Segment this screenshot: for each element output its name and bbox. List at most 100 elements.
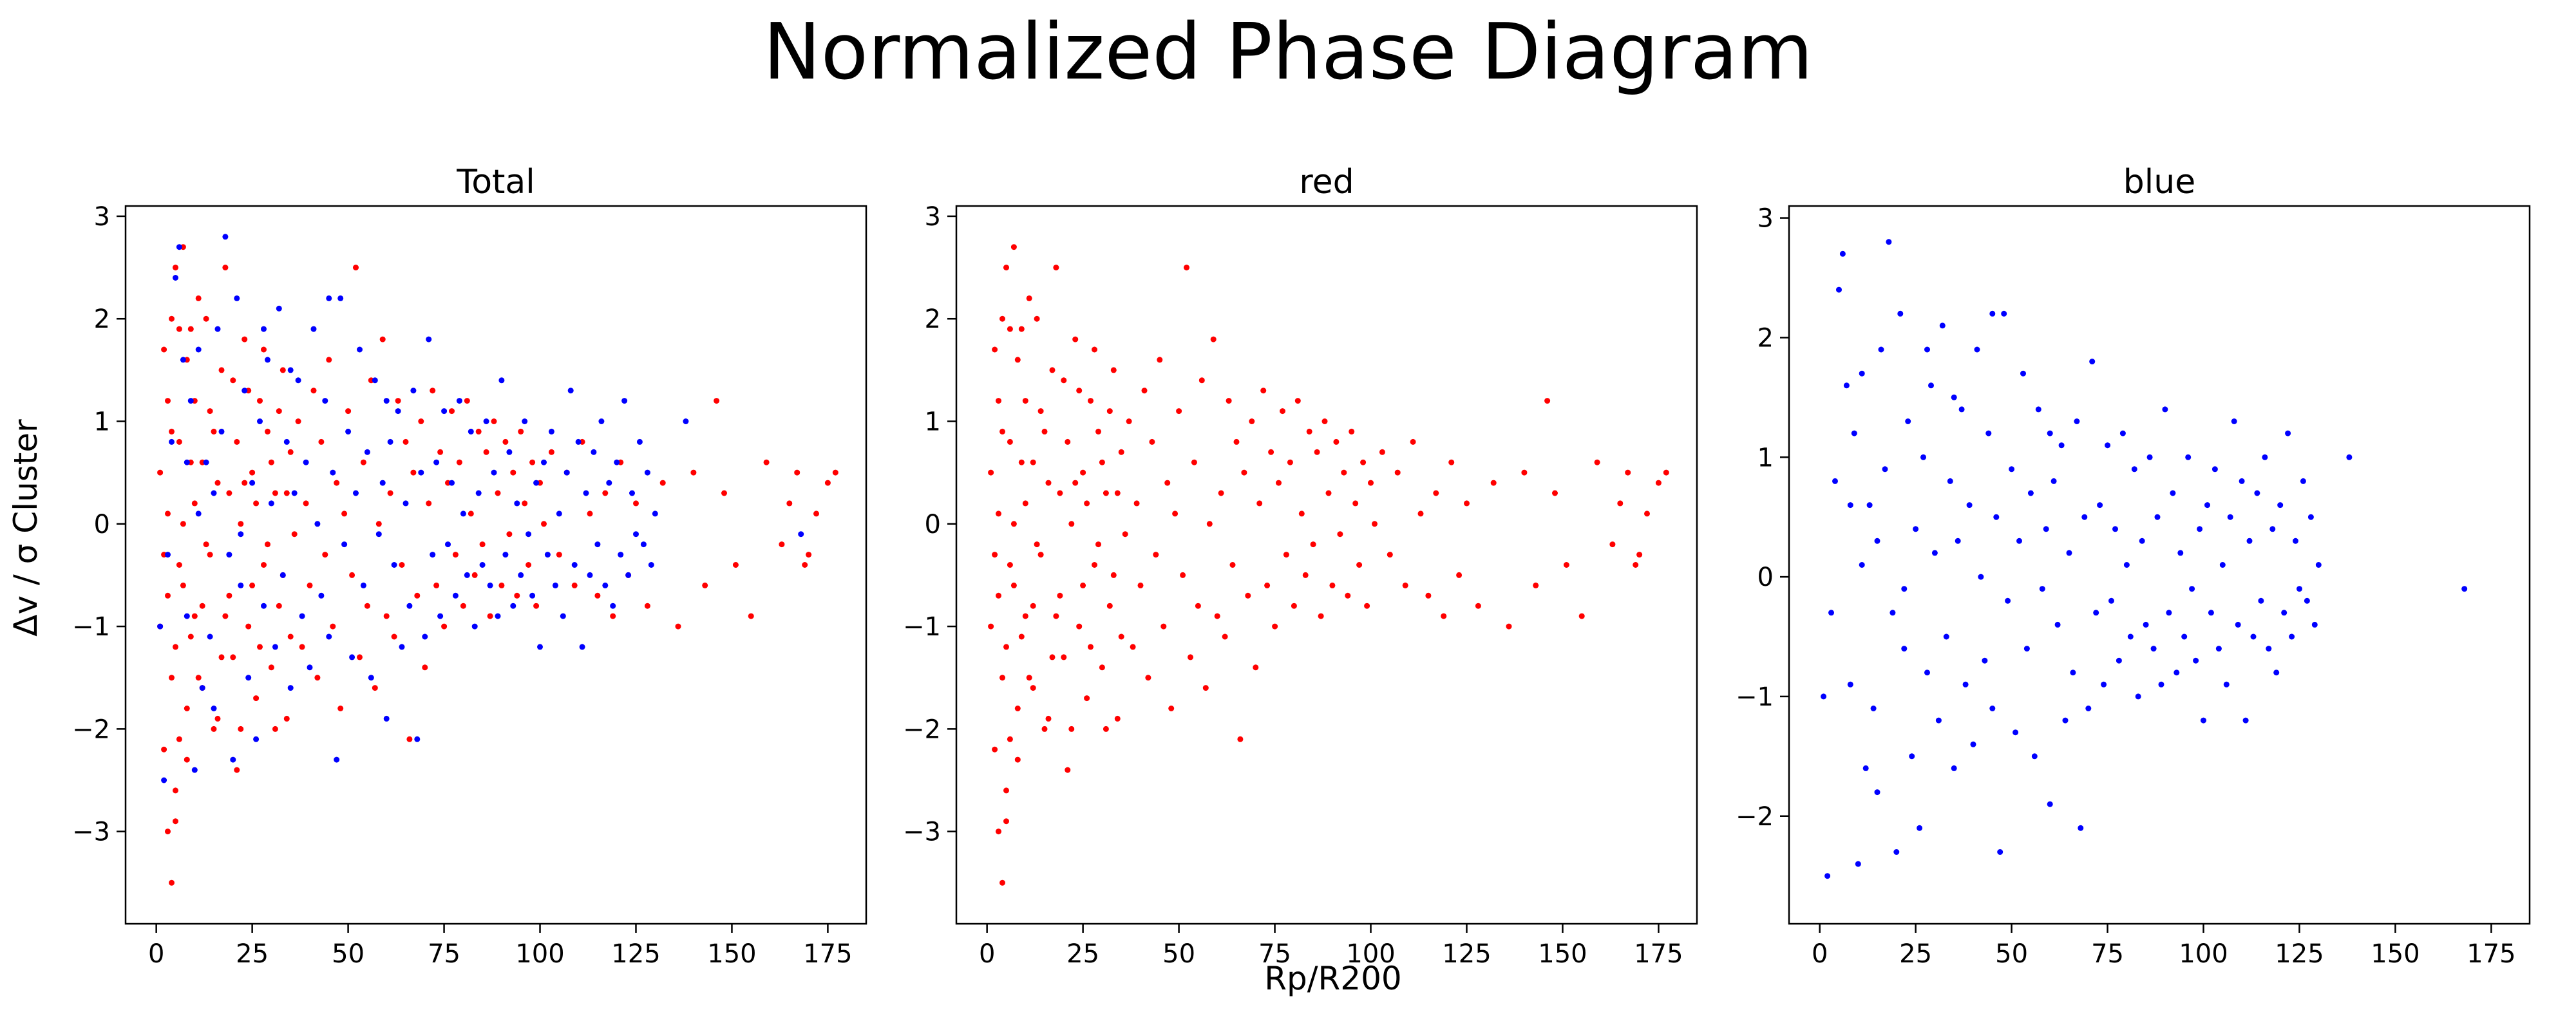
subplot-blue: 0 25 50 75 100 125 150 175 −2 −1 0 1 2 3 blue [1736, 163, 2531, 969]
scatter-point [2346, 454, 2353, 460]
scatter-point [794, 469, 800, 476]
scatter-point [1018, 633, 1025, 640]
scatter-point [441, 408, 448, 415]
scatter-point [1110, 572, 1117, 578]
scatter-point [1663, 469, 1669, 476]
scatter-point [1018, 326, 1025, 332]
scatter-point [1195, 603, 1201, 609]
scatter-point [1003, 644, 1009, 650]
scatter-point [495, 490, 501, 496]
scatter-point [2204, 502, 2210, 509]
scatter-point [999, 879, 1005, 886]
scatter-point [1118, 633, 1124, 640]
scatter-point [1218, 490, 1224, 496]
scatter-point [548, 449, 554, 455]
scatter-point [1417, 510, 1424, 517]
scatter-point [1337, 531, 1343, 538]
scatter-point [2254, 490, 2260, 496]
scatter-point [1214, 613, 1220, 619]
scatter-point [257, 398, 263, 404]
scatter-point [625, 572, 632, 578]
scatter-point [191, 613, 198, 619]
scatter-point [157, 469, 164, 476]
scatter-point [176, 736, 182, 742]
scatter-point [287, 367, 294, 373]
scatter-point [598, 418, 605, 424]
scatter-point [2315, 562, 2322, 568]
scatter-point [1294, 398, 1301, 404]
scatter-point [276, 408, 282, 415]
scatter-point [1003, 818, 1009, 825]
scatter-point [1951, 394, 1957, 400]
scatter-point [226, 592, 232, 599]
scatter-point [1014, 357, 1021, 363]
scatter-point [2023, 646, 2030, 652]
scatter-point [1022, 500, 1028, 507]
scatter-point [610, 603, 616, 609]
scatter-point [1010, 244, 1017, 250]
scatter-point [1456, 572, 1463, 578]
scatter-point [1325, 490, 1332, 496]
scatter-point [1594, 459, 1600, 465]
scatter-point [433, 582, 440, 588]
scatter-point [1072, 480, 1079, 486]
scatter-point [199, 603, 205, 609]
scatter-point [2281, 610, 2287, 616]
scatter-point [2112, 526, 2118, 532]
scatter-point [279, 367, 286, 373]
scatter-point [1966, 502, 1973, 509]
scatter-point [169, 879, 175, 886]
y-tick-label: 3 [1757, 204, 1774, 234]
scatter-point [1168, 706, 1175, 711]
scatter-point [1859, 562, 1865, 568]
scatter-point [2123, 562, 2130, 568]
scatter-point [468, 428, 474, 435]
scatter-point [1088, 398, 1094, 404]
scatter-point [406, 736, 413, 742]
scatter-point [169, 315, 175, 322]
scatter-point [1893, 849, 1900, 855]
scatter-point [353, 490, 359, 496]
scatter-point [2242, 717, 2249, 724]
scatter-point [1034, 541, 1040, 548]
scatter-point [357, 654, 363, 660]
scatter-point [2020, 370, 2026, 377]
x-tick-label: 0 [979, 939, 995, 969]
scatter-point [433, 459, 440, 465]
scatter-point [2127, 633, 2134, 640]
scatter-point [203, 459, 209, 465]
scatter-point [1272, 623, 1278, 630]
scatter-point [2297, 586, 2302, 592]
scatter-point [1030, 459, 1036, 465]
scatter-point [1049, 367, 1056, 373]
scatter-point [1014, 706, 1021, 711]
y-tick-label: −1 [1736, 682, 1774, 712]
scatter-point [265, 357, 270, 363]
scatter-point [360, 459, 366, 465]
scatter-point [1180, 572, 1186, 578]
scatter-point [1349, 428, 1355, 435]
scatter-point [2058, 442, 2065, 449]
scatter-point [268, 664, 274, 671]
scatter-point [452, 552, 459, 558]
scatter-point [1030, 603, 1036, 609]
scatter-point [1241, 469, 1247, 476]
scatter-point [1137, 582, 1144, 588]
scatter-point [1188, 654, 1193, 660]
x-tick-label: 125 [2275, 939, 2324, 969]
scatter-point [1578, 613, 1585, 619]
scatter-point [1210, 336, 1217, 342]
scatter-point [2054, 621, 2061, 628]
scatter-point [449, 480, 455, 486]
scatter-point [1821, 693, 1827, 700]
scatter-point [222, 265, 229, 271]
scatter-point [614, 459, 620, 465]
scatter-point [2119, 430, 2126, 436]
scatter-point [529, 592, 536, 599]
scatter-point [1092, 346, 1097, 353]
scatter-point [618, 552, 624, 558]
scatter-point [399, 562, 405, 568]
scatter-point [464, 572, 470, 578]
scatter-point [1026, 675, 1032, 681]
scatter-point [510, 603, 516, 609]
